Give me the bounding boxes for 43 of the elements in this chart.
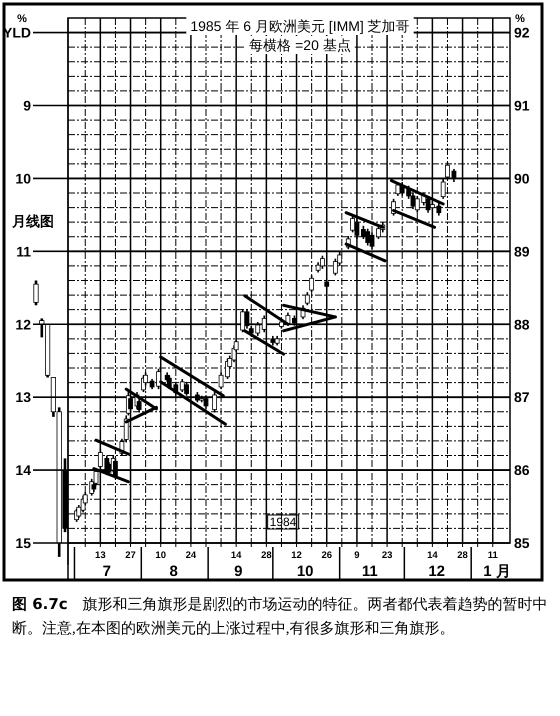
- y-tick-label: 15: [15, 535, 32, 551]
- y-tick-label: 85: [514, 535, 530, 551]
- y-tick-label: 11: [16, 243, 32, 260]
- y-tick-label: 92: [514, 24, 530, 41]
- y-axis-title: %: [515, 13, 526, 25]
- x2-tick-label: 10: [296, 563, 314, 580]
- y-tick-label: 88: [514, 316, 530, 332]
- x-tick-label: 14: [230, 550, 242, 561]
- x2-tick-label: 9: [234, 563, 243, 580]
- x2-tick-label: 12: [428, 563, 446, 580]
- y-tick-label: 89: [514, 243, 530, 260]
- y-tick-label: 10: [15, 170, 32, 186]
- y-tick-label: 14: [15, 462, 32, 478]
- y-tick-label: YLD: [3, 24, 31, 41]
- y-tick-label: 86: [514, 462, 530, 478]
- x2-tick-label: 11: [362, 563, 378, 580]
- x2-tick-label: 7: [102, 563, 111, 580]
- x2-tick-label: 8: [169, 563, 178, 580]
- x-tick-label: 9: [354, 550, 360, 561]
- annotation: 1984: [270, 515, 297, 529]
- y-tick-label: 9: [23, 98, 32, 114]
- text: 月线图: [11, 213, 54, 229]
- y-tick-label: 91: [514, 98, 530, 114]
- y-tick-label: 12: [15, 316, 32, 332]
- x-tick-label: 12: [291, 550, 302, 561]
- y-axis-title: %: [17, 13, 28, 25]
- text: 图 6.7c 旗形和三角旗形是剧烈的市场运动的特征。两者都代表着趋势的暂时中断。注意,在本图的欧洲美元的上涨过程中,有很多旗形和三角旗形。: [12, 594, 548, 639]
- chart-title: 1985 年 6 月欧洲美元 [IMM] 芝加哥: [190, 18, 410, 34]
- text: 每横格 =20 基点: [249, 37, 351, 53]
- x2-tick-label: 1 月: [483, 563, 511, 580]
- x-tick-label: 28: [261, 550, 272, 561]
- y-tick-label: 13: [15, 389, 32, 406]
- x-tick-label: 14: [427, 550, 438, 561]
- x-tick-label: 10: [155, 550, 166, 561]
- y-tick-label: 87: [514, 389, 530, 406]
- x-tick-label: 23: [382, 550, 392, 561]
- x-tick-label: 24: [186, 550, 197, 561]
- y-tick-label: 90: [514, 170, 530, 186]
- x-tick-label: 13: [95, 550, 106, 561]
- x-tick-label: 11: [488, 550, 498, 561]
- x-tick-label: 26: [321, 550, 332, 561]
- x-tick-label: 27: [125, 550, 136, 561]
- x-tick-label: 28: [457, 550, 468, 561]
